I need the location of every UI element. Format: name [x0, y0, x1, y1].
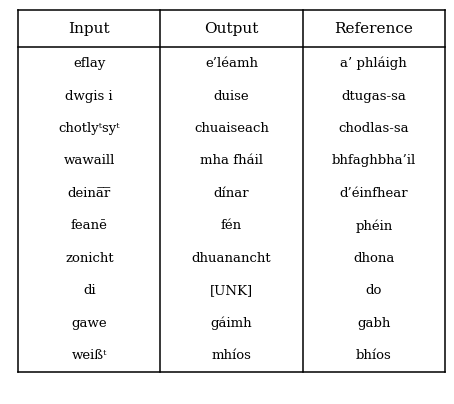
Text: deina̅r̅: deina̅r̅ — [68, 187, 111, 200]
Text: d’éinfhear: d’éinfhear — [340, 187, 408, 200]
Text: duise: duise — [214, 90, 249, 103]
Text: dínar: dínar — [214, 187, 249, 200]
Text: [UNK]: [UNK] — [210, 284, 253, 297]
Text: feanē: feanē — [71, 219, 108, 232]
Text: a’ phláigh: a’ phláigh — [340, 57, 407, 70]
Text: chodlas-sa: chodlas-sa — [339, 122, 409, 135]
Text: Output: Output — [204, 22, 259, 36]
Text: chotlyᵗsyᵗ: chotlyᵗsyᵗ — [59, 122, 120, 135]
Text: wawaill: wawaill — [64, 154, 115, 167]
Text: dhuanancht: dhuanancht — [192, 252, 271, 265]
Text: gabh: gabh — [357, 317, 390, 330]
Text: bhfaghbha’il: bhfaghbha’il — [332, 154, 416, 167]
Text: gáimh: gáimh — [211, 316, 252, 330]
Text: zonicht: zonicht — [65, 252, 114, 265]
Text: mhíos: mhíos — [212, 349, 252, 362]
Text: chuaiseach: chuaiseach — [194, 122, 269, 135]
Text: dwgis i: dwgis i — [65, 90, 113, 103]
Text: dtugas-sa: dtugas-sa — [341, 90, 406, 103]
Text: Reference: Reference — [334, 22, 413, 36]
Text: di: di — [83, 284, 96, 297]
Text: e’léamh: e’léamh — [205, 57, 258, 70]
Text: eflay: eflay — [73, 57, 105, 70]
Text: fén: fén — [221, 219, 242, 232]
Text: weißᵗ: weißᵗ — [72, 349, 107, 362]
Text: bhíos: bhíos — [356, 349, 392, 362]
Text: Input: Input — [69, 22, 110, 36]
Text: phéin: phéin — [355, 219, 392, 232]
Text: dhona: dhona — [353, 252, 395, 265]
Text: do: do — [365, 284, 382, 297]
Text: mha fháil: mha fháil — [200, 154, 263, 167]
Text: gawe: gawe — [71, 317, 107, 330]
